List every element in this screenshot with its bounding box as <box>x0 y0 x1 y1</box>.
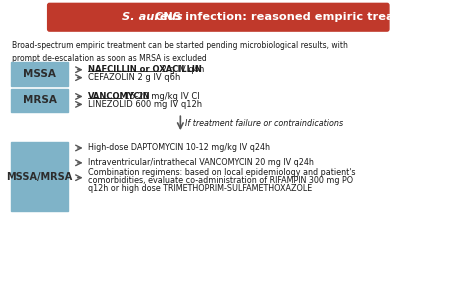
Text: S. aureus: S. aureus <box>122 12 182 22</box>
Text: Broad-spectrum empiric treatment can be started pending microbiological results,: Broad-spectrum empiric treatment can be … <box>11 41 347 63</box>
FancyBboxPatch shape <box>47 3 389 31</box>
FancyBboxPatch shape <box>10 142 68 211</box>
Text: Combination regimens: based on local epidemiology and patient's: Combination regimens: based on local epi… <box>88 168 356 177</box>
FancyBboxPatch shape <box>10 88 68 112</box>
Text: NAFCILLIN or OXACILLIN: NAFCILLIN or OXACILLIN <box>88 65 202 74</box>
Text: If treatment failure or contraindications: If treatment failure or contraindication… <box>185 119 343 128</box>
Text: LINEZOLID 600 mg IV q12h: LINEZOLID 600 mg IV q12h <box>88 100 202 109</box>
Text: comorbidities, evaluate co-administration of RIFAMPIN 300 mg PO: comorbidities, evaluate co-administratio… <box>88 176 354 185</box>
Text: MRSA: MRSA <box>23 95 56 105</box>
Text: CNS infection: reasoned empiric treatment: CNS infection: reasoned empiric treatmen… <box>152 12 433 22</box>
Text: 2 g IV q4h: 2 g IV q4h <box>159 65 204 74</box>
Text: MSSA: MSSA <box>23 69 56 79</box>
FancyBboxPatch shape <box>10 62 68 86</box>
Text: CEFAZOLIN 2 g IV q6h: CEFAZOLIN 2 g IV q6h <box>88 73 181 82</box>
Text: q12h or high dose TRIMETHOPRIM-SULFAMETHOXAZOLE: q12h or high dose TRIMETHOPRIM-SULFAMETH… <box>88 184 312 193</box>
Text: High-dose DAPTOMYCIN 10-12 mg/kg IV q24h: High-dose DAPTOMYCIN 10-12 mg/kg IV q24h <box>88 143 270 152</box>
Text: Intraventricular/intrathecal VANCOMYCIN 20 mg IV q24h: Intraventricular/intrathecal VANCOMYCIN … <box>88 158 314 167</box>
Text: VANCOMYCIN: VANCOMYCIN <box>88 92 151 101</box>
Text: 15-20 mg/kg IV CI: 15-20 mg/kg IV CI <box>122 92 200 101</box>
Text: MSSA/MRSA: MSSA/MRSA <box>6 172 73 182</box>
